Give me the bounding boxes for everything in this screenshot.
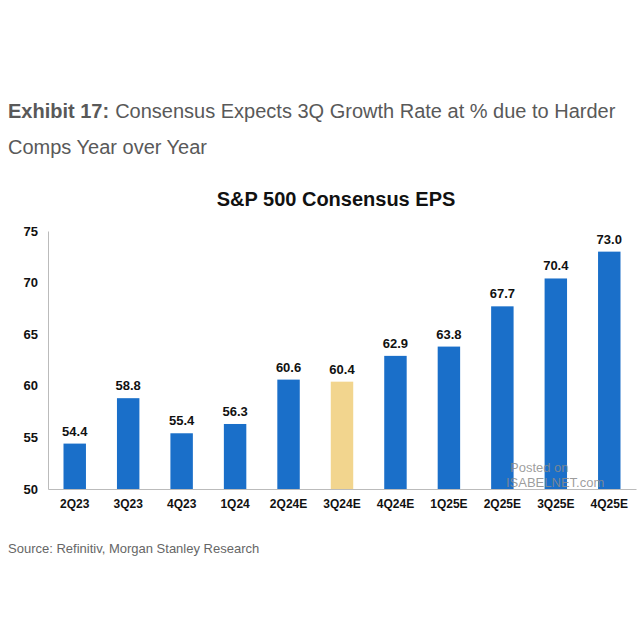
y-tick: 60 [24, 378, 48, 393]
x-axis: 2Q23 3Q23 4Q23 1Q24 2Q24E 3Q24E 4Q24E 1Q25E 2Q25… [49, 489, 637, 511]
data-label: 67.7 [490, 286, 515, 301]
x-tick-label: 1Q24 [220, 497, 250, 511]
y-axis-line [48, 232, 49, 490]
x-tick-label: 4Q24E [377, 497, 414, 511]
x-tick: 3Q25E [537, 489, 574, 511]
x-tick: 4Q25E [591, 489, 628, 511]
chart-title: S&P 500 Consensus EPS [217, 188, 456, 210]
y-tick-label: 70 [24, 275, 38, 290]
x-tick-label: 4Q25E [591, 497, 628, 511]
data-label: 70.4 [543, 258, 569, 273]
x-tick-label: 2Q24E [270, 497, 307, 511]
bar [224, 424, 246, 489]
title: Consensus Expects 3Q Growth Rate at % du… [115, 100, 616, 122]
y-tick-label: 60 [24, 378, 38, 393]
y-tick: 50 [24, 482, 48, 497]
data-label: 55.4 [169, 413, 195, 428]
bar [277, 380, 299, 489]
chart: Exhibit 17: Consensus Expects 3Q Growth R… [0, 0, 640, 640]
bar [384, 356, 406, 489]
x-tick-label: 3Q23 [114, 497, 144, 511]
x-tick-label: 3Q24E [323, 497, 360, 511]
y-tick: 70 [24, 275, 48, 290]
bar [117, 398, 139, 489]
x-tick-label: 4Q23 [167, 497, 197, 511]
x-tick: 3Q24E [323, 489, 360, 511]
data-label: 54.4 [62, 424, 88, 439]
x-tick: 3Q23 [114, 489, 144, 511]
y-tick-label: 65 [24, 327, 38, 342]
bar [598, 252, 620, 489]
bar [545, 278, 567, 489]
data-label: 56.3 [222, 404, 247, 419]
data-label: 62.9 [383, 336, 408, 351]
data-label: 73.0 [597, 232, 622, 247]
x-tick-label: 3Q25E [537, 497, 574, 511]
bar [438, 347, 460, 489]
y-tick-label: 75 [24, 224, 38, 239]
x-tick: 4Q23 [167, 489, 197, 511]
y-tick: 75 [24, 224, 48, 239]
source: Source: Refinitiv, Morgan Stanley Resear… [8, 541, 259, 556]
x-tick: 1Q24 [220, 489, 250, 511]
x-tick: 2Q25E [484, 489, 521, 511]
bar [331, 382, 353, 489]
x-tick-label: 2Q25E [484, 497, 521, 511]
watermark: Posted on [510, 460, 569, 475]
x-tick: 2Q24E [270, 489, 307, 511]
data-labels: 54.4 58.8 55.4 56.3 60.6 60.4 62.9 63.8 67.7 70.4… [62, 232, 622, 439]
data-label: 60.6 [276, 360, 301, 375]
data-label: 60.4 [329, 362, 355, 377]
y-tick-label: 55 [24, 430, 38, 445]
y-axis: 50 55 60 65 70 75 [24, 224, 49, 497]
bar [170, 433, 192, 489]
x-tick: 2Q23 [60, 489, 90, 511]
data-label: 58.8 [116, 378, 141, 393]
title: Comps Year over Year [8, 136, 207, 158]
y-tick-label: 50 [24, 482, 38, 497]
x-tick: 1Q25E [430, 489, 467, 511]
bar [64, 444, 86, 489]
y-tick: 65 [24, 327, 48, 342]
watermark: ISABELNET.com [506, 475, 604, 490]
bars [64, 252, 621, 489]
data-label: 63.8 [436, 327, 461, 342]
exhibit-label: Exhibit 17: [8, 100, 109, 122]
x-tick-label: 2Q23 [60, 497, 90, 511]
x-tick-label: 1Q25E [430, 497, 467, 511]
y-tick: 55 [24, 430, 48, 445]
x-tick: 4Q24E [377, 489, 414, 511]
